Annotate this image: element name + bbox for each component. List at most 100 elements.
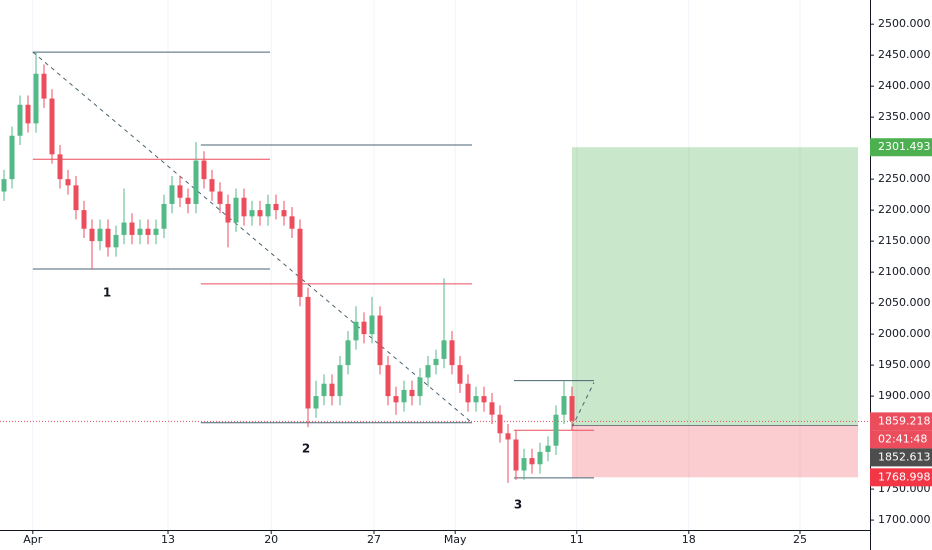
- candle-body: [81, 210, 87, 229]
- drawing-line: [571, 382, 595, 428]
- candle-body: [505, 433, 511, 440]
- candle-body: [313, 396, 319, 409]
- candle-body: [201, 160, 207, 180]
- y-tick-label: 2500.000: [878, 17, 931, 30]
- candle-body: [97, 228, 103, 242]
- candle-body: [233, 197, 239, 223]
- y-tick-label: 2350.000: [878, 110, 931, 123]
- candle-body: [113, 234, 119, 248]
- candle-body: [385, 365, 391, 397]
- countdown-box: [870, 430, 932, 449]
- candle-body: [241, 197, 247, 217]
- entry-label: 1852.613: [878, 450, 931, 463]
- candle-body: [353, 321, 359, 341]
- candle-body: [441, 340, 447, 359]
- x-tick-label: 11: [570, 533, 584, 546]
- candle-body: [17, 104, 23, 136]
- candle-body: [449, 340, 455, 366]
- candle-body: [1, 179, 7, 192]
- candle-body: [417, 377, 423, 397]
- y-tick-label: 1950.000: [878, 358, 931, 371]
- x-tick-label: 25: [793, 533, 807, 546]
- candle-body: [553, 414, 559, 446]
- candle-body: [369, 315, 375, 335]
- candle-body: [49, 98, 55, 155]
- x-tick-label: Apr: [23, 533, 43, 546]
- candle-body: [377, 315, 383, 366]
- candle-body: [329, 383, 335, 397]
- entry-label-box: [870, 448, 932, 467]
- candle-body: [545, 445, 551, 452]
- candle-body: [433, 358, 439, 366]
- candle-body: [289, 216, 295, 229]
- take-profit-label-box: [870, 138, 932, 157]
- take-profit-label: 2301.493: [878, 140, 931, 153]
- candle-body: [41, 73, 47, 99]
- candle-body: [25, 104, 31, 124]
- candle-body: [321, 383, 327, 397]
- y-tick-label: 2400.000: [878, 79, 931, 92]
- candle-body: [569, 396, 575, 421]
- candle-body: [273, 203, 279, 211]
- y-tick-label: 2450.000: [878, 48, 931, 61]
- candle-body: [145, 228, 151, 235]
- candle-body: [105, 228, 111, 248]
- candle-body: [529, 458, 535, 465]
- wave-label: 3: [514, 498, 522, 512]
- candle-body: [137, 228, 143, 235]
- candle-body: [337, 365, 343, 397]
- x-tick-label: 18: [682, 533, 696, 546]
- last-price-label: 1859.218: [878, 414, 931, 427]
- candle-body: [305, 296, 311, 409]
- candle-body: [521, 458, 527, 471]
- candle-body: [257, 210, 263, 217]
- candle-body: [465, 383, 471, 403]
- x-tick-label: May: [444, 533, 467, 546]
- stop-label-box: [870, 468, 932, 487]
- y-tick-label: 1900.000: [878, 389, 931, 402]
- candle-body: [401, 389, 407, 403]
- candle-body: [193, 160, 199, 204]
- candle-body: [185, 197, 191, 204]
- candle-body: [281, 210, 287, 217]
- countdown-label: 02:41:48: [878, 432, 927, 445]
- x-tick-label: 27: [367, 533, 381, 546]
- candle-body: [425, 365, 431, 378]
- candle-body: [65, 179, 71, 186]
- candle-body: [561, 396, 567, 415]
- y-tick-label: 2000.000: [878, 327, 931, 340]
- wave-label: 1: [103, 286, 111, 300]
- y-tick-label: 2050.000: [878, 296, 931, 309]
- candle-body: [249, 210, 255, 217]
- candle-body: [9, 135, 15, 180]
- x-tick-label: 13: [161, 533, 175, 546]
- candle-body: [129, 222, 135, 235]
- stop-label: 1768.998: [878, 470, 931, 483]
- candle-body: [169, 185, 175, 204]
- candle-body: [513, 439, 519, 471]
- candle-body: [481, 396, 487, 403]
- last-price-label-box: [870, 412, 932, 431]
- candle-body: [153, 228, 159, 235]
- candle-body: [217, 191, 223, 204]
- y-tick-label: 1700.000: [878, 513, 931, 526]
- candle-body: [457, 365, 463, 384]
- candle-body: [265, 203, 271, 217]
- candle-body: [497, 414, 503, 434]
- profit-zone: [572, 147, 858, 426]
- candle-body: [489, 402, 495, 415]
- candle-body: [409, 389, 415, 397]
- x-tick-label: 20: [264, 533, 278, 546]
- candle-body: [473, 396, 479, 403]
- candle-body: [33, 73, 39, 124]
- candle-body: [73, 185, 79, 211]
- candle-body: [57, 154, 63, 180]
- candle-body: [89, 228, 95, 242]
- y-tick-label: 2250.000: [878, 172, 931, 185]
- candle-body: [297, 228, 303, 297]
- candle-body: [393, 396, 399, 403]
- candle-body: [345, 340, 351, 366]
- y-tick-label: 2150.000: [878, 234, 931, 247]
